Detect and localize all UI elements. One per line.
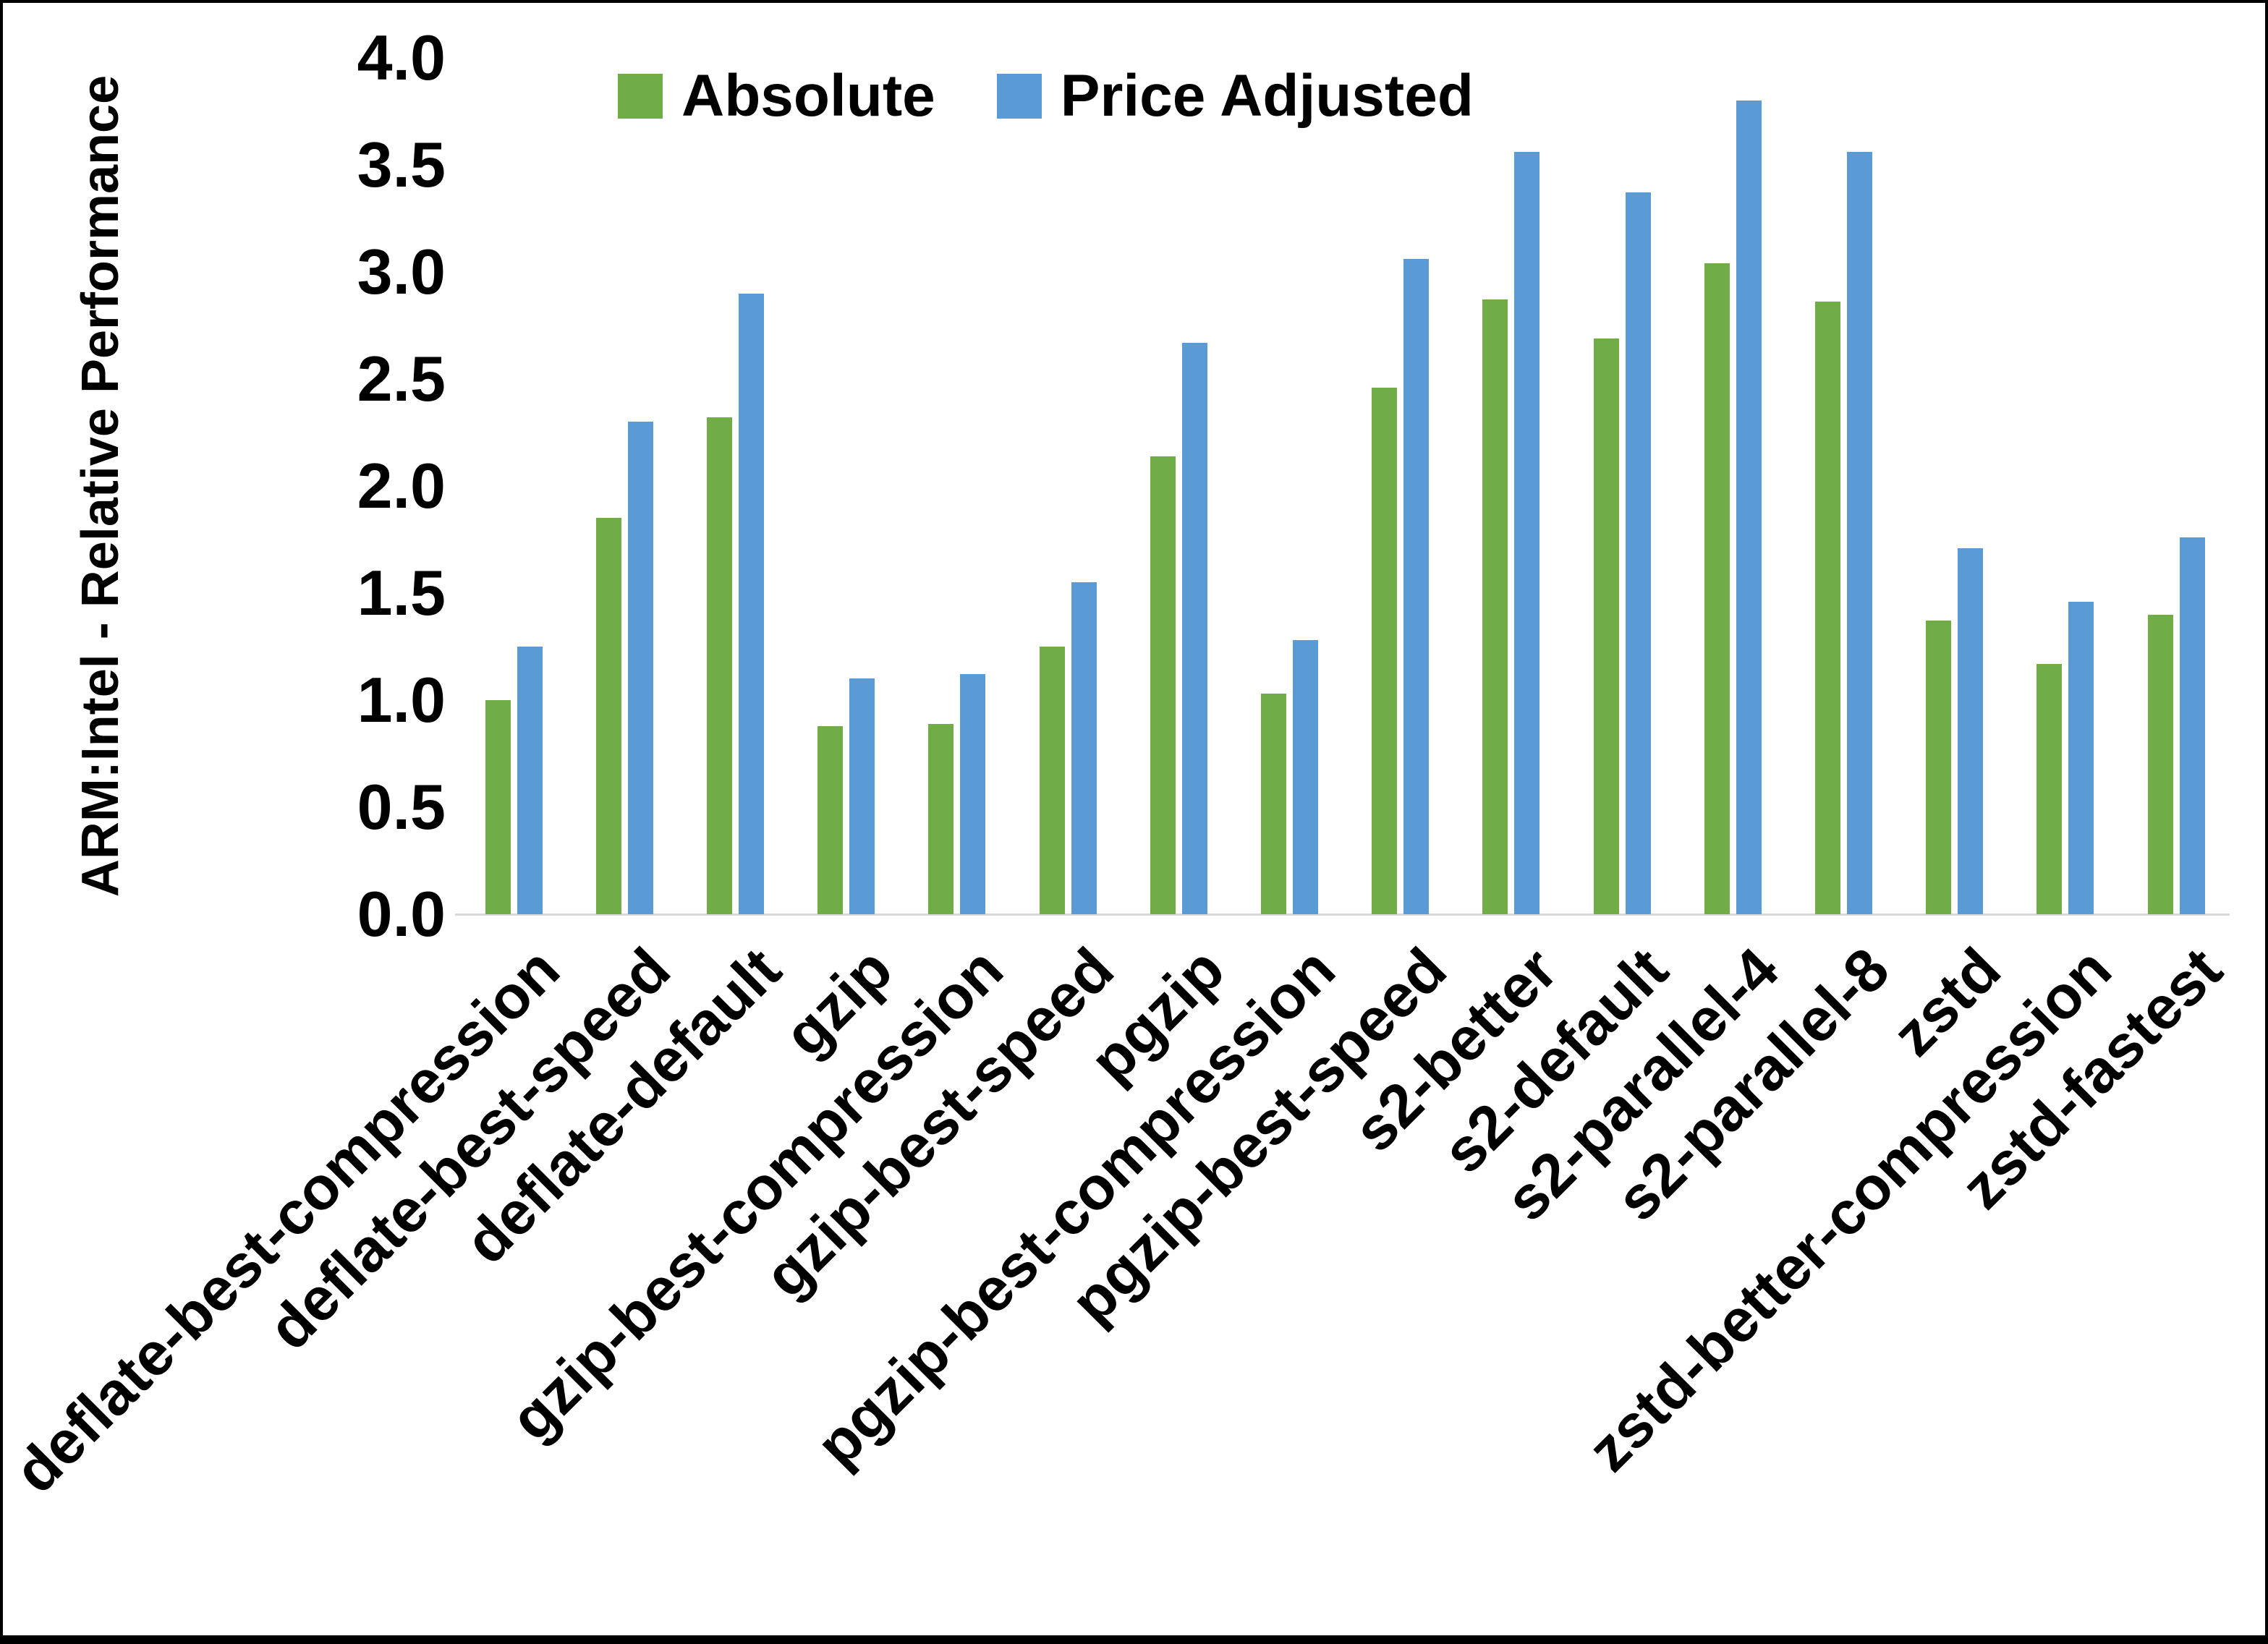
bar-price-adjusted-deflate-default	[738, 293, 764, 914]
y-axis-tick-label: 0.5	[357, 771, 446, 843]
plot-area: deflate-best-compression deflate-best-spe…	[3, 3, 2265, 1635]
bar-absolute-pgzip-best-compression	[1260, 694, 1286, 914]
bar-absolute-gzip-best-compression	[928, 723, 954, 914]
legend-label-price-adjusted: Price Adjusted	[1060, 63, 1474, 129]
bar-price-adjusted-pgzip-best-compression	[1292, 640, 1318, 914]
bar-price-adjusted-gzip	[849, 678, 875, 914]
bar-price-adjusted-gzip-best-compression	[960, 674, 986, 914]
bar-absolute-pgzip-best-speed	[1372, 387, 1398, 914]
legend-item-price-adjusted: Price Adjusted	[996, 63, 1474, 129]
legend-item-absolute: Absolute	[618, 67, 935, 126]
bar-price-adjusted-zstd-better-compression	[2068, 601, 2094, 914]
bar-price-adjusted-s2-default	[1625, 192, 1651, 914]
bar-absolute-deflate-default	[706, 417, 732, 914]
bar-absolute-gzip-best-speed	[1039, 647, 1065, 914]
legend: Absolute Price Adjusted	[618, 67, 1474, 126]
x-axis-line	[455, 913, 2230, 916]
bar-price-adjusted-gzip-best-speed	[1071, 582, 1097, 914]
y-axis-tick-label: 1.0	[357, 664, 446, 736]
bar-price-adjusted-s2-better	[1514, 152, 1540, 914]
bar-absolute-pgzip	[1150, 456, 1176, 914]
bar-absolute-gzip	[817, 725, 844, 914]
bar-absolute-zstd-fastest	[2147, 614, 2173, 914]
bar-price-adjusted-s2-parallel-8	[1846, 152, 1872, 914]
y-axis-tick-label: 2.0	[357, 450, 446, 521]
y-axis-tick-label: 3.5	[357, 129, 446, 200]
legend-swatch-price-adjusted-icon	[996, 74, 1042, 119]
y-axis-tick-label: 3.0	[357, 236, 446, 307]
bar-absolute-deflate-best-compression	[485, 700, 511, 914]
y-axis-tick-label: 1.5	[357, 557, 446, 629]
bar-absolute-deflate-best-speed	[595, 518, 621, 914]
bar-absolute-s2-better	[1482, 299, 1508, 914]
bar-price-adjusted-pgzip	[1181, 342, 1207, 914]
y-axis-tick-label: 2.5	[357, 343, 446, 414]
bar-absolute-zstd-better-compression	[2036, 663, 2063, 914]
bar-absolute-s2-parallel-4	[1704, 263, 1730, 914]
y-axis-tick-label: 0.0	[357, 878, 446, 950]
bar-absolute-zstd	[1926, 621, 1952, 914]
bar-absolute-s2-parallel-8	[1814, 302, 1840, 914]
y-axis-tick-label: 4.0	[357, 22, 446, 93]
bar-price-adjusted-zstd-fastest	[2179, 537, 2205, 914]
bar-price-adjusted-pgzip-best-speed	[1403, 259, 1430, 914]
bar-price-adjusted-zstd	[1958, 548, 1984, 914]
legend-label-absolute: Absolute	[681, 63, 935, 129]
bar-price-adjusted-deflate-best-compression	[517, 647, 543, 914]
bar-price-adjusted-deflate-best-speed	[627, 422, 653, 914]
legend-swatch-absolute-icon	[618, 74, 663, 119]
bar-absolute-s2-default	[1593, 338, 1619, 914]
bar-price-adjusted-s2-parallel-4	[1736, 101, 1762, 914]
